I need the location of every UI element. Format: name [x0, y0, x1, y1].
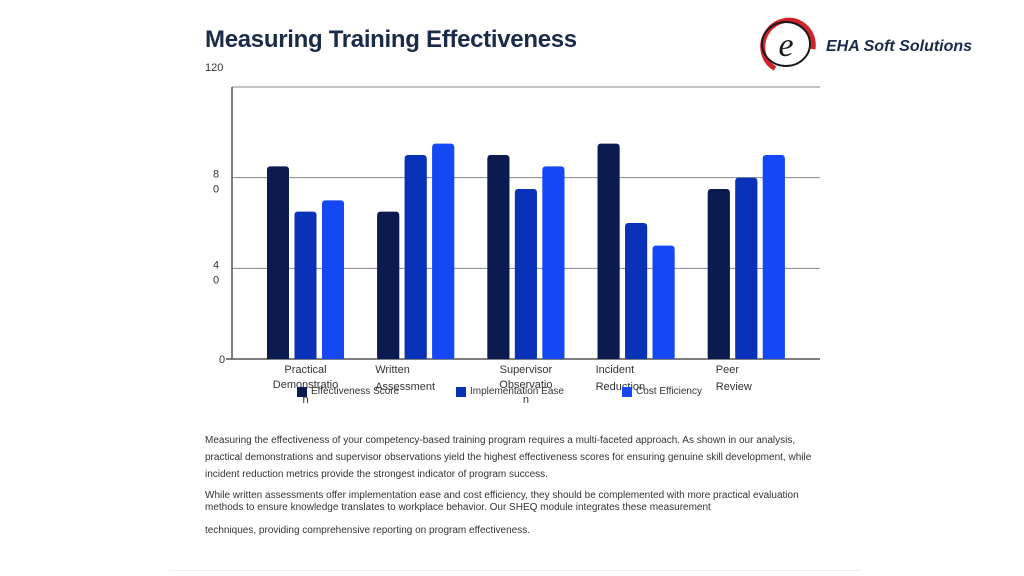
footer-divider: [170, 570, 860, 571]
brand-name: EHA Soft Solutions: [826, 38, 973, 55]
x-tick-label: Observatio: [499, 379, 552, 391]
chart-legend: Effectiveness Score Implementation Ease …: [0, 386, 1024, 404]
y-tick-label: 0: [219, 354, 225, 366]
legend-item-implementation: Implementation Ease: [456, 386, 564, 397]
y-tick-label: 0: [213, 184, 219, 196]
bar-base: [514, 193, 537, 359]
bar-base: [625, 227, 648, 359]
x-tick-label: n: [302, 394, 308, 406]
logo-mark-icon: e: [760, 17, 816, 75]
x-tick-label: Practical: [284, 364, 326, 376]
bar-base: [267, 170, 289, 359]
legend-label: Effectiveness Score: [311, 386, 400, 397]
y-tick-label: 4: [213, 259, 219, 271]
page-title: Measuring Training Effectiveness: [205, 26, 577, 53]
legend-label: Implementation Ease: [470, 386, 564, 397]
y-tick-label: 0: [213, 274, 219, 286]
x-tick-label: Written: [375, 364, 410, 376]
logo-letter: e: [778, 27, 793, 64]
bar-base: [487, 159, 510, 359]
bar-base: [432, 147, 455, 359]
bar-base: [542, 170, 565, 359]
body-paragraph-1: Measuring the effectiveness of your comp…: [205, 435, 812, 480]
legend-swatch: [622, 386, 632, 397]
bar-base: [762, 159, 785, 359]
x-tick-label: Peer: [716, 364, 740, 376]
bar-base: [707, 193, 730, 359]
brand-logo: e EHA Soft Solutions: [756, 16, 1006, 78]
legend-item-effectiveness: Effectiveness Score: [297, 386, 399, 397]
bar-base: [404, 159, 427, 359]
bar-base: [294, 215, 317, 359]
x-tick-label: Demonstratio: [273, 379, 338, 391]
x-tick-label: Review: [716, 381, 752, 393]
bar-chart: 0 4 0 8 0 120 Practical Demonstratio n Written Ass…: [205, 62, 820, 406]
x-tick-label: n: [523, 394, 529, 406]
legend-swatch: [297, 386, 307, 397]
bar-base: [735, 181, 758, 359]
body-paragraph-2-end: techniques, providing comprehensive repo…: [205, 525, 530, 536]
bar-base: [322, 204, 344, 359]
bar-base: [377, 215, 400, 359]
x-tick-label: Incident: [596, 364, 635, 376]
legend-swatch: [456, 386, 466, 397]
legend-item-cost: Cost Efficiency: [622, 386, 702, 397]
bar-base: [652, 249, 675, 359]
body-paragraph-2: While written assessments offer implemen…: [205, 490, 799, 513]
chart-svg: 0 4 0 8 0 120 Practical Demonstratio n Written Ass…: [205, 62, 820, 406]
x-tick-label: Supervisor: [500, 364, 553, 376]
x-tick-label: Assessment: [375, 381, 435, 393]
y-tick-label: 8: [213, 169, 219, 181]
legend-label: Cost Efficiency: [636, 386, 702, 397]
x-tick-label: Reduction: [596, 381, 646, 393]
bar-base: [597, 147, 620, 359]
y-tick-label: 120: [205, 62, 223, 74]
